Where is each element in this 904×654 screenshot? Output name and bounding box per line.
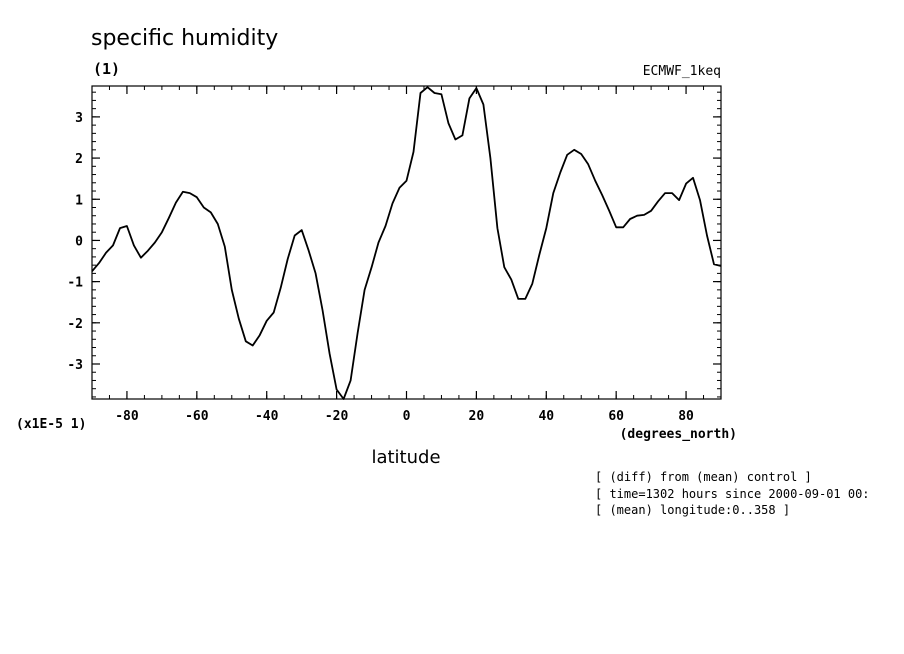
x-tick-label: -20 bbox=[325, 409, 349, 424]
y-scale-label: (x1E-5 1) bbox=[16, 417, 86, 432]
annotation-line-3: [ (mean) longitude:0..358 ] bbox=[595, 503, 790, 517]
y-tick-label: 1 bbox=[75, 193, 83, 208]
dataset-label: ECMWF_1keq bbox=[643, 64, 721, 79]
x-tick-label: -80 bbox=[115, 409, 139, 424]
x-tick-label: -60 bbox=[185, 409, 209, 424]
x-tick-label: -40 bbox=[255, 409, 279, 424]
x-axis-label: latitude bbox=[371, 447, 440, 468]
y-tick-label: 3 bbox=[75, 111, 83, 126]
y-axis-ticks: -3 -2 -1 0 1 2 3 bbox=[67, 111, 721, 373]
y-tick-label: -2 bbox=[67, 317, 83, 332]
x-tick-label: 80 bbox=[678, 409, 694, 424]
plot-area: -80 -60 -40 -20 0 20 40 60 80 -3 -2 -1 0 1 2 3 bbox=[67, 85, 722, 424]
x-units-label: (degrees_north) bbox=[620, 427, 737, 442]
annotation-line-1: [ (diff) from (mean) control ] bbox=[595, 470, 812, 484]
series-line-specific-humidity bbox=[91, 86, 722, 400]
x-axis-ticks: -80 -60 -40 -20 0 20 40 60 80 bbox=[115, 86, 694, 424]
x-tick-label: 60 bbox=[608, 409, 624, 424]
x-tick-label: 20 bbox=[469, 409, 485, 424]
y-tick-label: 2 bbox=[75, 152, 83, 167]
y-tick-label: 0 bbox=[75, 234, 83, 249]
y-tick-label: -1 bbox=[67, 276, 83, 291]
annotation-line-2: [ time=1302 hours since 2000-09-01 00: bbox=[595, 487, 870, 501]
chart-title: specific humidity bbox=[91, 26, 278, 51]
plot-frame bbox=[91, 85, 722, 400]
x-tick-label: 0 bbox=[403, 409, 411, 424]
x-tick-label: 40 bbox=[538, 409, 554, 424]
y-tick-label: -3 bbox=[67, 358, 83, 373]
units-label: (1) bbox=[93, 60, 120, 78]
minor-ticks bbox=[91, 86, 722, 399]
